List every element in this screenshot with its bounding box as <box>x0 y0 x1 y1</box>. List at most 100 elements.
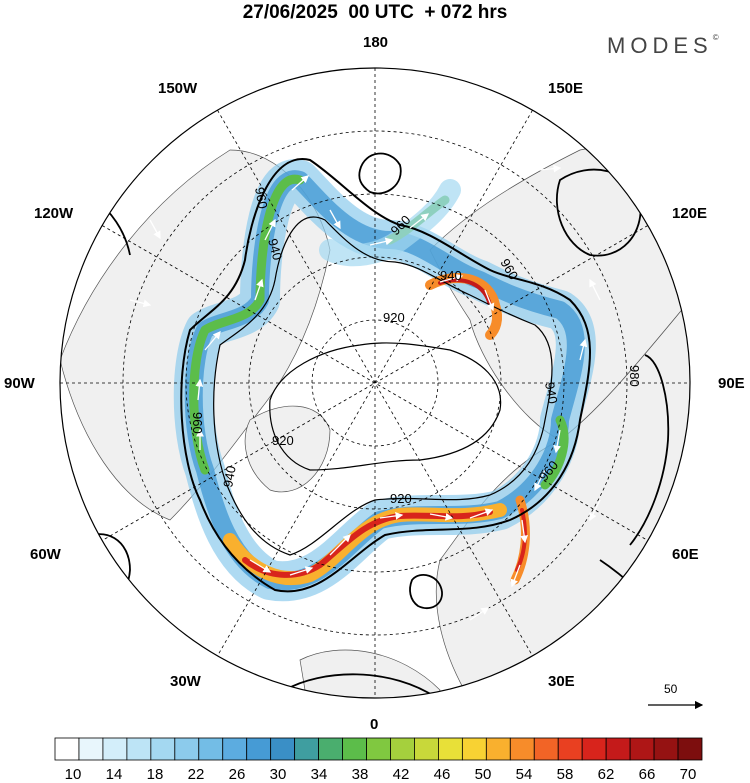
colorbar-tick-label: 46 <box>433 766 451 783</box>
lon-label-90w: 90W <box>4 375 35 392</box>
colorbar-swatch <box>414 737 439 761</box>
colorbar-swatch <box>438 737 463 761</box>
contour-960-outer <box>180 158 591 593</box>
map-disk <box>60 68 690 698</box>
jet-max-siberia <box>438 278 492 307</box>
contour-label: 920 <box>383 310 405 325</box>
wind-arrow <box>289 566 314 576</box>
wind-arrow <box>510 564 521 588</box>
contour-label: 940 <box>440 268 462 283</box>
wind-arrow <box>379 512 404 520</box>
wind-arrow <box>369 237 394 246</box>
colorbar-swatch <box>366 737 391 761</box>
wind-arrow <box>589 278 601 301</box>
chart-title: 27/06/2025 00 UTC + 072 hrs <box>242 2 508 23</box>
contour-label: 940 <box>220 465 239 489</box>
wind-arrow <box>204 331 221 351</box>
colorbar-tick-label: 70 <box>679 766 697 783</box>
contour-920 <box>269 342 502 471</box>
colorbar-swatch <box>605 737 631 761</box>
contour-960-north <box>358 152 402 195</box>
colorbar-tick-label: 42 <box>392 766 410 783</box>
colorbar-swatch <box>653 737 679 761</box>
colorbar-tick-label: 66 <box>638 766 656 783</box>
contour-south-africa <box>284 673 441 698</box>
lon-label-30e: 30E <box>548 673 575 690</box>
wind-arrow <box>469 508 494 519</box>
wind-arrow <box>409 213 430 229</box>
colorbar-swatch <box>509 737 535 761</box>
wind-arrow <box>469 607 490 621</box>
wind-arrow <box>195 378 204 401</box>
land-africa <box>299 649 441 698</box>
brand-name: MODES <box>607 33 713 58</box>
lon-label-120e: 120E <box>672 205 708 222</box>
wind-arrow <box>254 278 264 301</box>
wind-arrow <box>589 499 601 522</box>
wind-arrow <box>329 209 341 230</box>
wind-arrow <box>264 218 276 241</box>
wind-arrow <box>329 534 351 556</box>
colorbar-swatch <box>54 737 80 761</box>
contour-label: 920 <box>390 491 412 506</box>
wind-arrow <box>349 613 374 621</box>
colorbar-swatch <box>78 737 104 761</box>
contour-label: 960 <box>190 412 205 434</box>
colorbar-swatch <box>174 737 200 761</box>
colorbar-swatch <box>533 737 559 761</box>
wind-arrow <box>129 299 152 308</box>
contour-980-east <box>629 354 670 546</box>
lon-label-60e: 60E <box>672 546 699 563</box>
colorbar-swatch <box>557 737 583 761</box>
contour-label: 920 <box>272 433 294 448</box>
wind-arrow <box>429 513 454 521</box>
wind-arrow <box>484 289 495 312</box>
lon-label-180: 180 <box>363 34 389 51</box>
contour-label: 940 <box>265 237 285 262</box>
lon-label-150e: 150E <box>548 80 584 97</box>
colorbar-swatch <box>102 737 128 761</box>
jet-max-east <box>515 508 527 572</box>
jet-band-north <box>319 179 461 267</box>
wind-arrow <box>239 131 260 141</box>
colorbar-swatch <box>342 737 367 761</box>
brand-mark: © <box>712 33 719 42</box>
colorbar-tick-label: 54 <box>515 766 533 783</box>
colorbar-tick-label: 18 <box>146 766 164 783</box>
lon-label-120w: 120W <box>34 205 74 222</box>
colorbar-swatch <box>390 737 415 761</box>
colorbar-tick-label: 58 <box>556 766 574 783</box>
wind-arrow <box>329 124 352 133</box>
lon-label-30w: 30W <box>170 673 201 690</box>
colorbar-tick-label: 62 <box>597 766 615 783</box>
colorbar-tick-label: 14 <box>105 766 123 783</box>
wind-arrow <box>579 338 588 361</box>
colorbar-tick-label: 10 <box>64 766 82 783</box>
colorbar-swatch <box>246 737 272 761</box>
colorbar-swatch <box>270 737 296 761</box>
colorbar-swatch <box>677 737 703 761</box>
contour-low-europe <box>409 574 443 610</box>
wind-arrow <box>291 175 309 191</box>
contour-960-northeast <box>555 168 642 257</box>
lon-label-60w: 60W <box>30 546 61 563</box>
jet-core-green <box>189 174 569 490</box>
lon-label-150w: 150W <box>158 80 198 97</box>
colorbar-tick-label: 26 <box>228 766 246 783</box>
wind-arrow <box>534 469 546 492</box>
land-greenland <box>244 405 331 493</box>
colorbar-tick-label: 38 <box>351 766 369 783</box>
colorbar-swatch <box>222 737 248 761</box>
contour-940 <box>213 216 553 556</box>
wind-arrow <box>159 539 182 548</box>
lon-label-90e: 90E <box>718 375 745 392</box>
wind-arrow <box>520 519 528 544</box>
colorbar <box>54 737 703 761</box>
colorbar-tick-label: 34 <box>310 766 328 783</box>
colorbar-swatch <box>150 737 176 761</box>
lon-label-0: 0 <box>370 716 379 733</box>
colorbar-swatch <box>581 737 607 761</box>
wind-arrow <box>539 164 562 173</box>
wind-arrow <box>249 559 272 573</box>
colorbar-tick-label: 30 <box>269 766 287 783</box>
